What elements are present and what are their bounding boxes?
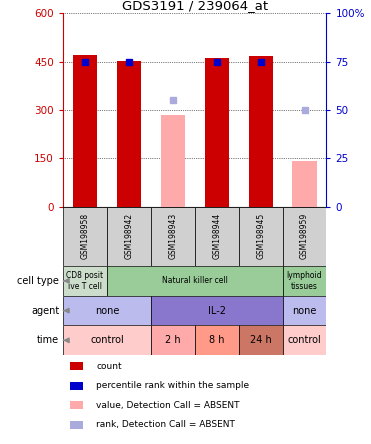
Text: 8 h: 8 h bbox=[209, 335, 224, 345]
Bar bbox=[107, 206, 151, 266]
Text: cell type: cell type bbox=[17, 276, 59, 286]
Bar bbox=[161, 115, 185, 206]
Text: none: none bbox=[292, 305, 317, 316]
Text: GSM198943: GSM198943 bbox=[168, 213, 177, 259]
Bar bbox=[63, 296, 151, 325]
Bar bbox=[63, 266, 107, 296]
Bar bbox=[283, 266, 326, 296]
Text: IL-2: IL-2 bbox=[208, 305, 226, 316]
Text: 24 h: 24 h bbox=[250, 335, 272, 345]
Bar bbox=[195, 325, 239, 355]
Text: rank, Detection Call = ABSENT: rank, Detection Call = ABSENT bbox=[96, 420, 235, 429]
Text: control: control bbox=[90, 335, 124, 345]
Text: lymphoid
tissues: lymphoid tissues bbox=[287, 271, 322, 290]
Bar bbox=[239, 325, 283, 355]
Text: value, Detection Call = ABSENT: value, Detection Call = ABSENT bbox=[96, 401, 240, 410]
Bar bbox=[283, 325, 326, 355]
Bar bbox=[151, 206, 195, 266]
Text: none: none bbox=[95, 305, 119, 316]
Text: GSM198944: GSM198944 bbox=[212, 213, 221, 259]
Bar bbox=[283, 206, 326, 266]
Text: agent: agent bbox=[31, 305, 59, 316]
Text: percentile rank within the sample: percentile rank within the sample bbox=[96, 381, 250, 390]
Bar bbox=[151, 296, 283, 325]
Bar bbox=[205, 58, 229, 206]
Text: GSM198958: GSM198958 bbox=[81, 213, 89, 259]
Text: CD8 posit
ive T cell: CD8 posit ive T cell bbox=[66, 271, 104, 290]
Bar bbox=[239, 206, 283, 266]
Bar bbox=[63, 325, 151, 355]
Text: GSM198945: GSM198945 bbox=[256, 213, 265, 259]
Text: count: count bbox=[96, 362, 122, 371]
Bar bbox=[151, 325, 195, 355]
Text: Natural killer cell: Natural killer cell bbox=[162, 276, 228, 285]
Bar bbox=[63, 206, 107, 266]
Bar bbox=[292, 162, 316, 206]
Bar bbox=[283, 296, 326, 325]
Bar bbox=[73, 55, 97, 206]
Text: control: control bbox=[288, 335, 321, 345]
Title: GDS3191 / 239064_at: GDS3191 / 239064_at bbox=[122, 0, 268, 12]
Bar bbox=[249, 56, 273, 206]
Text: GSM198959: GSM198959 bbox=[300, 213, 309, 259]
Text: 2 h: 2 h bbox=[165, 335, 181, 345]
Bar bbox=[107, 266, 283, 296]
Text: time: time bbox=[37, 335, 59, 345]
Text: GSM198942: GSM198942 bbox=[124, 213, 134, 259]
Bar bbox=[195, 206, 239, 266]
Bar bbox=[117, 61, 141, 206]
